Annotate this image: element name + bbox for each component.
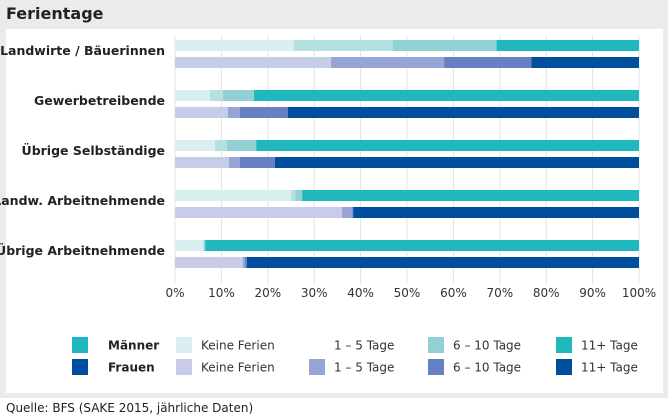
category-label: Übrige Selbständige (22, 143, 165, 158)
x-axis-ticks: 0% 10% 20% 30% 40% 50% 60% 70% 80% 90% 100% (165, 286, 656, 300)
legend-label-maenner-1-5: 1 – 5 Tage (334, 339, 394, 353)
bar-segment-maenner-2 (226, 140, 257, 151)
bar-segment-frauen-0 (175, 257, 243, 268)
bar-segment-frauen-2 (245, 257, 247, 268)
bar-segment-maenner-0 (175, 190, 291, 201)
x-tick-label: 70% (486, 286, 513, 300)
bar-segment-frauen-3 (287, 107, 639, 118)
x-tick-label: 20% (254, 286, 281, 300)
category-label: Gewerbetreibende (34, 93, 165, 108)
legend-label-frauen-6-10: 6 – 10 Tage (453, 361, 521, 375)
legend-label-maenner-6-10: 6 – 10 Tage (453, 339, 521, 353)
legend-swatch-maenner (72, 337, 88, 353)
bar-segment-frauen-2 (352, 207, 354, 218)
bar-segment-maenner-3 (302, 190, 639, 201)
bar-segment-frauen-1 (227, 107, 240, 118)
bar-segment-frauen-1 (242, 257, 246, 268)
bar-segment-maenner-3 (253, 90, 639, 101)
legend-label-maenner: Männer (108, 339, 159, 353)
bar-segment-frauen-1 (342, 207, 353, 218)
bar-segment-frauen-0 (175, 107, 228, 118)
stacked-bar-chart: Landwirte / Bäuerinnen Gewerbetreibende Üb… (0, 35, 656, 375)
bar-segment-maenner-2 (204, 240, 206, 251)
category-label: Landw. Arbeitnehmende (0, 193, 165, 208)
category-label: Übrige Arbeitnehmende (0, 243, 165, 258)
legend-label-frauen-keine: Keine Ferien (201, 361, 275, 375)
bar-segment-frauen-2 (239, 157, 275, 168)
bar-segment-frauen-2 (239, 107, 288, 118)
bar-segment-maenner-0 (175, 40, 294, 51)
bar-segment-maenner-1 (293, 40, 393, 51)
bar-segment-maenner-3 (496, 40, 639, 51)
bars (175, 40, 640, 268)
x-tick-label: 60% (440, 286, 467, 300)
legend-label-maenner-keine: Keine Ferien (201, 339, 275, 353)
source-note: Quelle: BFS (SAKE 2015, jährliche Daten) (6, 401, 254, 415)
bar-segment-frauen-1 (228, 157, 240, 168)
bar-segment-maenner-1 (214, 140, 227, 151)
x-tick-label: 100% (622, 286, 656, 300)
bar-segment-maenner-2 (392, 40, 497, 51)
legend-swatch-frauen-11plus (556, 359, 572, 375)
bar-segment-frauen-0 (175, 57, 331, 68)
bar-segment-maenner-3 (256, 140, 639, 151)
legend-swatch-frauen-1-5 (309, 359, 325, 375)
legend-label-frauen-1-5: 1 – 5 Tage (334, 361, 394, 375)
bar-segment-maenner-1 (202, 240, 205, 251)
bar-segment-frauen-3 (353, 207, 639, 218)
legend-swatch-frauen-keine (176, 359, 192, 375)
bar-segment-maenner-0 (175, 140, 215, 151)
bar-segment-maenner-3 (205, 240, 639, 251)
category-label: Landwirte / Bäuerinnen (0, 43, 165, 58)
bar-segment-frauen-0 (175, 207, 343, 218)
bar-segment-maenner-0 (175, 90, 210, 101)
legend: Männer Frauen Keine Ferien Keine Ferien … (72, 337, 638, 375)
bar-segment-frauen-3 (531, 57, 639, 68)
x-tick-label: 90% (579, 286, 606, 300)
legend-swatch-maenner-11plus (556, 337, 572, 353)
bar-segment-maenner-2 (295, 190, 303, 201)
legend-swatch-maenner-6-10 (428, 337, 444, 353)
legend-swatch-maenner-keine (176, 337, 192, 353)
legend-swatch-frauen (72, 359, 88, 375)
bar-segment-frauen-0 (175, 157, 229, 168)
x-tick-label: 0% (165, 286, 184, 300)
bar-segment-maenner-0 (175, 240, 203, 251)
x-tick-label: 80% (533, 286, 560, 300)
bar-segment-frauen-3 (246, 257, 640, 268)
bar-segment-maenner-2 (222, 90, 254, 101)
x-tick-label: 40% (347, 286, 374, 300)
bar-segment-frauen-3 (274, 157, 639, 168)
legend-label-frauen: Frauen (108, 361, 155, 375)
category-labels: Landwirte / Bäuerinnen Gewerbetreibende Üb… (0, 43, 165, 258)
bar-segment-maenner-1 (209, 90, 223, 101)
bar-segment-frauen-1 (330, 57, 445, 68)
x-tick-label: 50% (394, 286, 421, 300)
bar-segment-maenner-1 (291, 190, 296, 201)
chart-title: Ferientage (6, 4, 104, 23)
x-tick-label: 30% (301, 286, 328, 300)
legend-swatch-frauen-6-10 (428, 359, 444, 375)
legend-label-frauen-11plus: 11+ Tage (581, 361, 638, 375)
x-tick-label: 10% (208, 286, 235, 300)
legend-label-maenner-11plus: 11+ Tage (581, 339, 638, 353)
bar-segment-frauen-2 (444, 57, 532, 68)
